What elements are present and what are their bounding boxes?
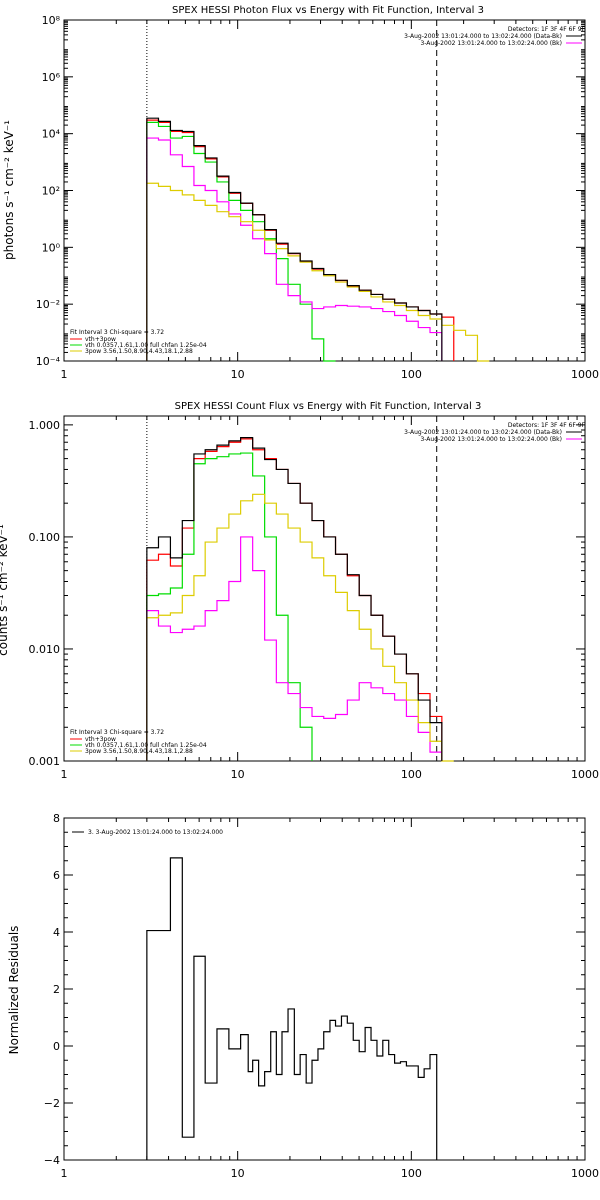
x-tick-label: 100: [401, 1167, 422, 1180]
y-tick-label: 1.000: [29, 419, 61, 432]
y-tick-label: 10⁻²: [36, 298, 60, 311]
count-legend-fit-interval: Fit Interval 3 Chi-square = 3.72: [70, 729, 164, 736]
y-tick-label: 10⁴: [42, 128, 61, 141]
y-tick-label: 10⁻⁴: [36, 355, 61, 368]
photon-flux-legend-topright: Detectors: 1F 3F 4F 6F 9F 3-Aug-2002 13:…: [404, 26, 585, 47]
y-tick-label: 0: [53, 1040, 60, 1053]
y-tick-label: 0.010: [29, 643, 61, 656]
photon-flux-series: [146, 117, 490, 362]
photon-legend-bk: 3-Aug-2002 13:01:24.000 to 13:02:24.000 …: [420, 40, 562, 47]
photon-legend-3pow: 3pow 3.56,1.50,8.90,4.43,18.1,2.88: [85, 348, 193, 355]
residuals-panel: 1 10 100 1000 −4 −2 0 2 4 6 8 Normalized Residuals…: [7, 812, 599, 1180]
series-databk-line: [146, 493, 454, 762]
photon-flux-title: SPEX HESSI Photon Flux vs Energy with Fi…: [172, 5, 484, 16]
y-tick-label: −4: [44, 1154, 60, 1167]
x-tick-label: 1000: [571, 768, 599, 781]
count-flux-series: [146, 436, 454, 762]
count-legend-data-bk: 3-Aug-2002 13:01:24.000 to 13:02:24.000 …: [404, 429, 562, 436]
count-flux-panel: SPEX HESSI Count Flux vs Energy with Fit…: [0, 401, 599, 781]
count-legend-3pow: 3pow 3.56,1.50,8.90,4.43,18.1,2.88: [85, 748, 193, 755]
x-tick-label: 100: [401, 768, 422, 781]
count-flux-legend-topright: Detectors: 1F 3F 4F 6F 9F 3-Aug-2002 13:…: [404, 422, 585, 443]
count-legend-bk: 3-Aug-2002 13:01:24.000 to 13:02:24.000 …: [420, 436, 562, 443]
photon-flux-ticks: 1 10 100 1000 10⁻⁴ 10⁻² 10⁰ 10² 10⁴ 10⁶ 10⁸: [36, 14, 599, 381]
series-databk-line: [146, 182, 490, 362]
photon-legend-vth3pow: vth+3pow: [85, 336, 116, 343]
residuals-legend-label: 3. 3-Aug-2002 13:01:24.000 to 13:02:24.0…: [88, 829, 223, 836]
count-flux-y-label: counts s⁻¹ cm⁻² keV⁻¹: [0, 524, 10, 656]
x-tick-label: 1000: [571, 368, 599, 381]
y-tick-label: 6: [53, 869, 60, 882]
residuals-y-label: Normalized Residuals: [7, 926, 21, 1055]
count-flux-vlines: [146, 416, 438, 761]
x-tick-label: 1: [61, 768, 68, 781]
y-tick-label: 0.001: [29, 755, 61, 768]
photon-legend-fit-interval: Fit Interval 3 Chi-square = 3.72: [70, 329, 164, 336]
count-legend-detectors: Detectors: 1F 3F 4F 6F 9F: [508, 422, 586, 429]
count-legend-vth: vth 0.0357,1.61,1.00 full chfan 1.25e-04: [85, 742, 207, 749]
photon-flux-panel: SPEX HESSI Photon Flux vs Energy with Fi…: [2, 5, 599, 381]
photon-flux-legend-bottomleft: Fit Interval 3 Chi-square = 3.72 vth+3po…: [70, 329, 207, 355]
count-legend-vth3pow: vth+3pow: [85, 736, 116, 743]
y-tick-label: −2: [44, 1097, 60, 1110]
photon-legend-vth: vth 0.0357,1.61,1.00 full chfan 1.25e-04: [85, 342, 207, 349]
x-tick-label: 1: [61, 1167, 68, 1180]
y-tick-label: 0.100: [29, 531, 61, 544]
x-tick-label: 10: [231, 768, 245, 781]
photon-legend-detectors: Detectors: 1F 3F 4F 6F 9F: [508, 26, 586, 33]
series-3-line: [146, 857, 438, 1160]
series-vth-line: [146, 452, 313, 761]
y-tick-label: 10⁸: [42, 14, 61, 27]
x-tick-label: 10: [231, 368, 245, 381]
x-tick-label: 1000: [571, 1167, 599, 1180]
x-tick-label: 100: [401, 368, 422, 381]
y-tick-label: 2: [53, 983, 60, 996]
series-data-line: [146, 117, 443, 361]
series-3pow-line: [146, 536, 443, 761]
series-3pow-line: [146, 137, 443, 361]
count-flux-plot-frame: [63, 415, 586, 762]
count-flux-title: SPEX HESSI Count Flux vs Energy with Fit…: [175, 401, 482, 412]
y-tick-label: 4: [53, 926, 60, 939]
y-tick-label: 10⁰: [42, 241, 61, 254]
x-tick-label: 10: [231, 1167, 245, 1180]
residuals-ticks: 1 10 100 1000 −4 −2 0 2 4 6 8: [44, 812, 599, 1180]
photon-legend-data-bk: 3-Aug-2002 13:01:24.000 to 13:02:24.000 …: [404, 33, 562, 40]
y-tick-label: 8: [53, 812, 60, 825]
series-data-line: [146, 436, 443, 761]
y-tick-label: 10⁶: [42, 71, 61, 84]
residuals-legend: 3. 3-Aug-2002 13:01:24.000 to 13:02:24.0…: [72, 829, 223, 836]
count-flux-legend-bottomleft: Fit Interval 3 Chi-square = 3.72 vth+3po…: [70, 729, 207, 755]
residuals-series: [146, 857, 438, 1160]
photon-flux-y-label: photons s⁻¹ cm⁻² keV⁻¹: [2, 120, 16, 260]
y-tick-label: 10²: [42, 185, 60, 198]
count-flux-ticks: 1 10 100 1000 0.001 0.010 0.100 1.000: [29, 416, 599, 781]
x-tick-label: 1: [61, 368, 68, 381]
photon-flux-vlines: [146, 20, 438, 361]
